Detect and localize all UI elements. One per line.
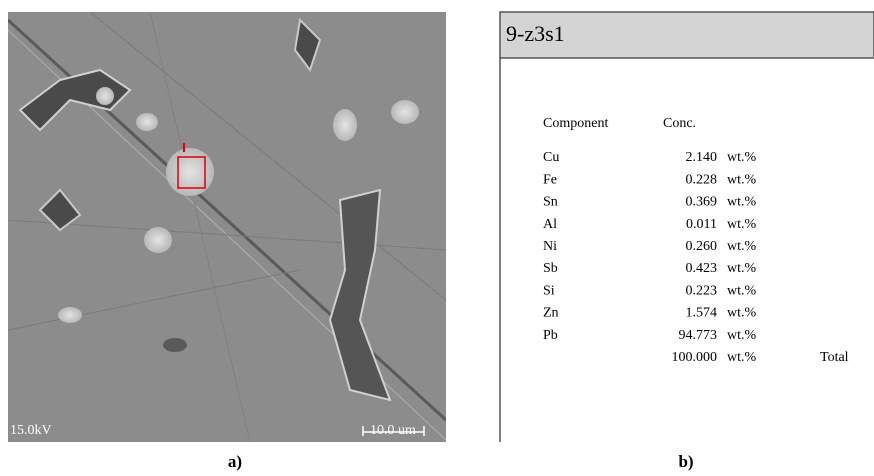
concentration: 1.574 — [686, 306, 718, 321]
concentration: 2.140 — [686, 150, 718, 165]
component-name: Zn — [543, 306, 559, 321]
component-name: Al — [543, 217, 557, 232]
panel-label: a) — [228, 452, 242, 471]
component-name: Sn — [543, 195, 558, 210]
component-name: Fe — [543, 172, 557, 187]
unit: wt.% — [727, 195, 757, 210]
component-name: Si — [543, 283, 555, 298]
unit: wt.% — [727, 150, 757, 165]
unit: wt.% — [727, 350, 757, 365]
sem-image — [8, 12, 446, 442]
voltage-label: 15.0kV — [10, 423, 52, 438]
total-label: Total — [820, 350, 849, 365]
unit: wt.% — [727, 172, 757, 187]
unit: wt.% — [727, 306, 757, 321]
concentration: 0.369 — [686, 195, 718, 210]
unit: wt.% — [727, 217, 757, 232]
component-name: Sb — [543, 261, 558, 276]
concentration: 0.228 — [686, 172, 718, 187]
unit: wt.% — [727, 239, 757, 254]
concentration: 0.011 — [686, 217, 717, 232]
component-name: Pb — [543, 328, 558, 343]
column-header: Component — [543, 116, 608, 131]
column-header: Conc. — [663, 116, 696, 131]
concentration: 0.260 — [686, 239, 718, 254]
concentration: 0.423 — [686, 261, 718, 276]
scale-bar-label: 10.0 um — [370, 423, 416, 438]
panel-label: b) — [678, 452, 693, 471]
panel-title: 9-z3s1 — [506, 21, 565, 46]
concentration: 94.773 — [679, 328, 718, 343]
unit: wt.% — [727, 283, 757, 298]
component-name: Ni — [543, 239, 557, 254]
component-name: Cu — [543, 150, 559, 165]
unit: wt.% — [727, 261, 757, 276]
unit: wt.% — [727, 328, 757, 343]
concentration: 0.223 — [686, 283, 718, 298]
figure: 15.0kV 10.0 um a) 9-z3s1 Component Conc.… — [0, 0, 874, 476]
total-value: 100.000 — [672, 350, 718, 365]
